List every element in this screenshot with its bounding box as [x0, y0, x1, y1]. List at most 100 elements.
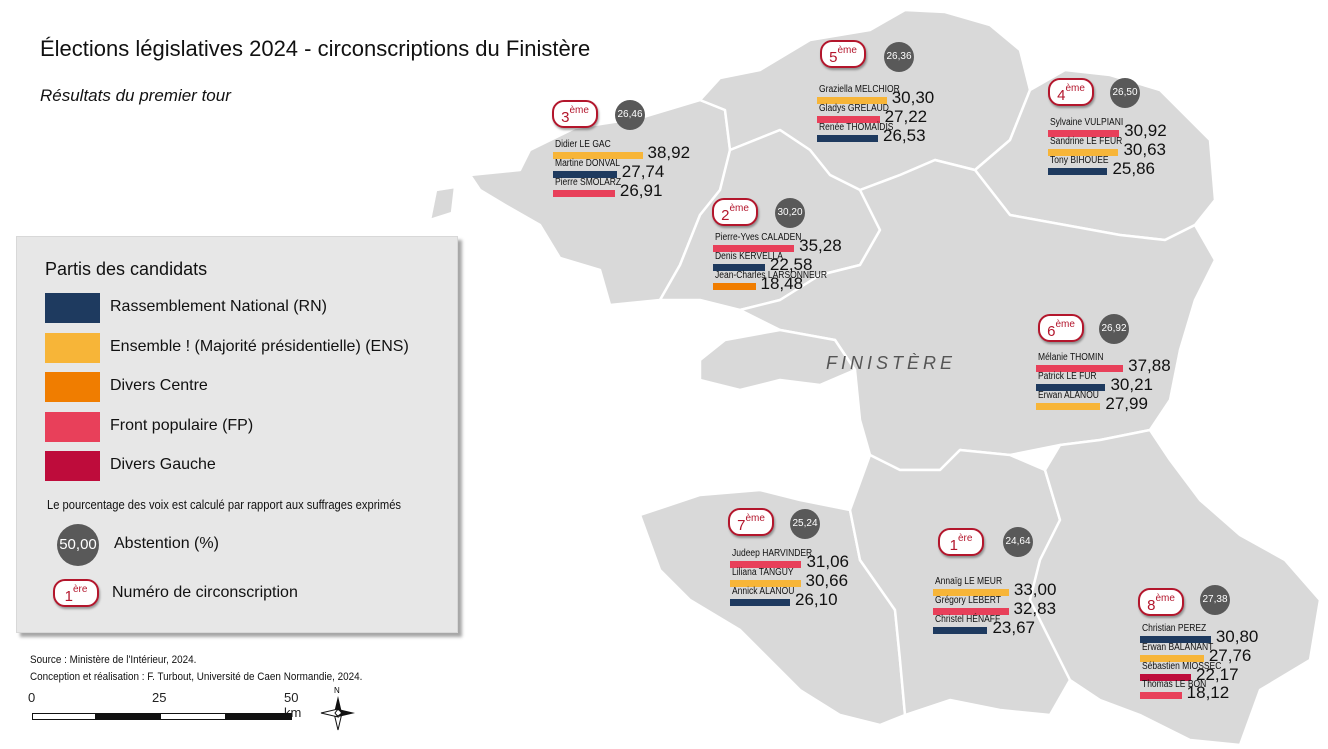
circ-suffix: ème: [1155, 593, 1175, 604]
candidate-bar-rn: [1048, 168, 1108, 175]
legend-title: Partis des candidats: [45, 259, 208, 279]
candidate-percentage: 35,28: [799, 236, 842, 255]
map-title: Élections législatives 2024 - circonscri…: [40, 36, 591, 61]
legend-label-fp: Front populaire (FP): [110, 417, 254, 434]
candidate-name: Didier LE GAC: [555, 139, 611, 150]
candidate-bar-fp: [1036, 365, 1124, 372]
candidate-percentage: 26,91: [619, 181, 663, 200]
candidate-percentage: 30,80: [1215, 627, 1259, 646]
candidate-bar-fp: [1048, 130, 1120, 137]
circ-suffix: ème: [729, 203, 749, 214]
candidate-bar-fp: [817, 116, 880, 123]
candidate-percentage: 33,00: [1013, 580, 1057, 599]
circ-number: 8: [1147, 597, 1156, 614]
candidate-bar-fp: [933, 608, 1009, 615]
candidate-name: Mélanie THOMIN: [1038, 352, 1104, 363]
abstention-value: 26,50: [1110, 78, 1140, 108]
legend-swatch-ens: [45, 333, 100, 363]
abstention-value: 26,36: [884, 42, 914, 72]
candidate-bar-rn: [713, 264, 765, 271]
candidate-percentage: 27,22: [884, 107, 928, 126]
source-line-1: Source : Ministère de l'Intérieur, 2024.: [30, 654, 197, 666]
candidate-percentage: 27,99: [1105, 394, 1148, 413]
legend-label-dvg: Divers Gauche: [110, 456, 216, 473]
legend-abstention-label: Abstention (%): [114, 535, 219, 552]
candidate-percentage: 22,17: [1195, 665, 1239, 684]
candidate-percentage: 30,63: [1123, 140, 1166, 159]
circ-number: 4: [1057, 87, 1066, 104]
candidate-name: Sébastien MIOSSEC: [1142, 661, 1222, 672]
abstention-value: 30,20: [775, 198, 805, 228]
candidate-name: Patrick LE FUR: [1038, 371, 1097, 382]
candidate-percentage: 22,58: [769, 255, 813, 274]
candidate-name: Jean-Charles LARSONNEUR: [715, 270, 827, 281]
candidate-percentage: 31,06: [806, 552, 849, 571]
candidate-bar-rn: [1140, 636, 1211, 643]
circ-number: 6: [1047, 323, 1056, 340]
circ-badge-4: 4ème: [1048, 78, 1094, 106]
candidate-bar-rn: [817, 135, 879, 142]
candidate-name: Gladys GRELAUD: [819, 103, 889, 114]
legend-swatch-dvg: [45, 451, 100, 481]
circ-number: 2: [721, 207, 730, 224]
candidate-name: Denis KERVELLA: [715, 251, 783, 262]
candidate-percentage: 27,76: [1208, 646, 1252, 665]
scale-seg-3: [160, 713, 226, 720]
legend-label-dvc: Divers Centre: [110, 377, 208, 394]
candidate-bar-rn: [933, 627, 988, 634]
candidate-bar-fp: [553, 190, 615, 197]
circ-suffix: ème: [745, 513, 765, 524]
candidate-bar-fp: [730, 561, 802, 568]
scale-seg-2: [96, 713, 160, 720]
circ-number: 5: [829, 49, 838, 66]
candidate-name: Thomas LE BON: [1142, 679, 1207, 690]
candidate-name: Tony BIHOUEE: [1050, 155, 1109, 166]
candidate-name: Martine DONVAL: [555, 158, 621, 169]
circ-number: 7: [737, 517, 746, 534]
candidate-percentage: 32,83: [1013, 599, 1057, 618]
candidate-percentage: 30,21: [1110, 375, 1154, 394]
circ-badge-1: 1ère: [938, 528, 984, 556]
map-zone-crozon: [698, 328, 857, 392]
legend-circ-label: Numéro de circonscription: [112, 584, 298, 601]
legend-swatch-rn: [45, 293, 100, 323]
circ-number: 1: [949, 537, 958, 554]
legend-swatch-fp: [45, 412, 100, 442]
circ-suffix: ère: [957, 533, 973, 544]
candidate-name: Sandrine LE FEUR: [1050, 136, 1123, 147]
candidate-bar-ens: [1036, 403, 1101, 410]
legend-circ-num: 1: [64, 588, 73, 605]
candidate-percentage: 18,12: [1186, 683, 1230, 702]
legend-note: Le pourcentage des voix est calculé par …: [47, 497, 402, 512]
abstention-value: 27,38: [1200, 585, 1230, 615]
circ-number: 3: [561, 109, 570, 126]
source-line-2: Conception et réalisation : F. Turbout, …: [30, 671, 363, 683]
candidate-percentage: 37,88: [1128, 356, 1171, 375]
candidate-bar-rn: [730, 599, 791, 606]
candidate-name: Pierre SMOLARZ: [555, 177, 622, 188]
candidate-name: Annick ALANOU: [732, 586, 795, 597]
north-label: N: [334, 686, 340, 695]
candidate-name: Erwan BALANANT: [1142, 642, 1214, 653]
candidate-name: Christel HÉNAFF: [935, 614, 1001, 625]
candidate-name: Sylvaine VULPIANI: [1050, 117, 1124, 128]
north-arrow-icon: N: [320, 686, 355, 731]
map-zone-8: [1028, 428, 1322, 747]
candidate-bar-ens: [933, 589, 1009, 596]
candidate-bar-fp: [1140, 692, 1182, 699]
circ-badge-5: 5ème: [820, 40, 866, 68]
candidate-bar-ens: [1048, 149, 1119, 156]
circ-suffix: ème: [1055, 319, 1075, 330]
candidate-bar-ens: [817, 97, 887, 104]
candidate-percentage: 25,86: [1112, 159, 1156, 178]
candidate-percentage: 30,30: [891, 88, 935, 107]
candidate-bar-dvc: [713, 283, 756, 290]
candidate-name: Erwan ALANOU: [1038, 390, 1099, 401]
candidate-percentage: 30,66: [805, 571, 849, 590]
circ-suffix: ème: [837, 45, 857, 56]
legend-swatch-dvc: [45, 372, 100, 402]
candidate-name: Christian PEREZ: [1142, 623, 1207, 634]
candidate-bar-fp: [713, 245, 795, 252]
scale-tick-25: 25: [152, 690, 167, 705]
circ-badge-3: 3ème: [552, 100, 598, 128]
